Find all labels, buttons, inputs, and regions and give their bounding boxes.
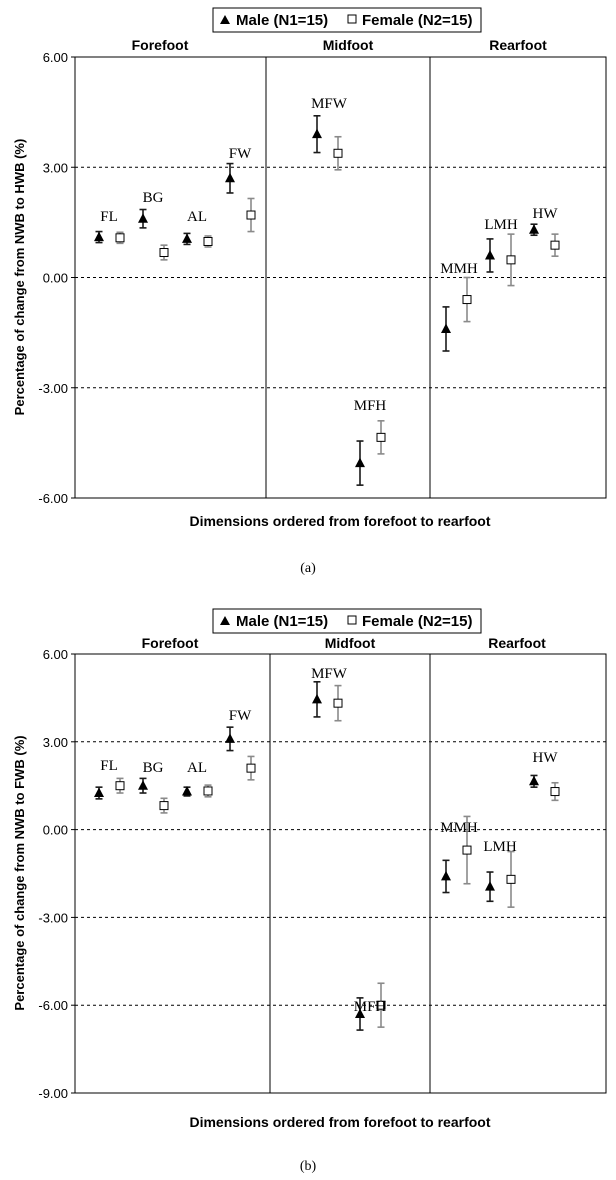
region-label-forefoot: Forefoot (132, 37, 189, 53)
data-point-male-mfw (312, 128, 322, 139)
panel-label: (a) (300, 561, 316, 576)
category-label-bg: BG (143, 190, 164, 206)
data-marks (94, 681, 560, 1031)
y-tick-label: -9.00 (38, 1086, 68, 1101)
gridlines (75, 166, 606, 389)
legend-b: Male (N1=15) Female (N2=15) (212, 608, 482, 634)
data-point-male-mfh (355, 1008, 365, 1018)
data-point-male-hw (529, 224, 539, 234)
y-tick-label: -3.00 (38, 910, 68, 925)
region-label-forefoot: Forefoot (142, 635, 199, 651)
x-axis-label: Dimensions ordered from forefoot to rear… (189, 1114, 490, 1130)
legend-male-marker (220, 15, 230, 24)
data-point-male-hw (529, 775, 539, 786)
legend-female-label: Female (N2=15) (362, 613, 472, 630)
category-label-bg: BG (143, 760, 164, 776)
data-point-female-lmh (506, 255, 516, 265)
data-point-female-fw (246, 763, 256, 773)
legend-male-marker (220, 616, 230, 625)
legend-box (212, 7, 482, 33)
data-point-female-mmh (462, 845, 472, 855)
legend-male-label: Male (N1=15) (236, 12, 328, 29)
y-tick-labels: -9.00 -6.00 -3.00 0.00 3.00 6.00 (38, 647, 75, 1101)
data-point-male-mfh (355, 457, 365, 468)
data-point-male-bg (138, 213, 148, 223)
y-axis-label: Percentage of change from NWB to HWB (%) (12, 139, 27, 416)
data-point-female-hw (550, 240, 560, 250)
data-marks (94, 115, 560, 486)
region-label-rearfoot: Rearfoot (488, 635, 546, 651)
y-tick-label: -3.00 (38, 381, 68, 396)
data-point-female-fl (115, 781, 125, 791)
data-point-male-lmh (485, 249, 495, 260)
category-label-lmh: LMH (483, 839, 517, 855)
category-label-mfw: MFW (311, 666, 348, 682)
data-point-male-fw (225, 733, 235, 743)
data-point-female-hw (550, 787, 560, 797)
y-axis-label: Percentage of change from NWB to FWB (%) (12, 735, 27, 1010)
data-point-male-lmh (485, 881, 495, 891)
y-tick-label: 6.00 (43, 50, 68, 65)
category-label-al: AL (187, 209, 207, 225)
region-label-midfoot: Midfoot (325, 635, 376, 651)
legend-female-marker (347, 615, 357, 625)
data-point-male-fl (94, 787, 104, 798)
region-label-midfoot: Midfoot (323, 37, 374, 53)
panel-label: (b) (300, 1159, 317, 1174)
panel-a: Male (N1=15) Female (N2=15) Forefoot Mid… (12, 7, 607, 576)
data-point-female-mmh (462, 295, 472, 305)
data-point-female-al (203, 236, 213, 246)
data-point-male-mmh (441, 870, 451, 881)
category-label-fw: FW (229, 146, 252, 162)
data-point-male-mmh (441, 323, 451, 333)
category-label-fl: FL (100, 209, 118, 225)
data-point-female-bg (159, 248, 169, 258)
legend-male-label: Male (N1=15) (236, 613, 328, 630)
category-label-fl: FL (100, 758, 118, 774)
category-label-mfw: MFW (311, 96, 348, 112)
data-point-female-bg (159, 801, 169, 811)
y-tick-label: 3.00 (43, 160, 68, 175)
gridlines (75, 741, 606, 1006)
data-point-male-bg (138, 780, 148, 790)
data-point-female-mfh (376, 1000, 386, 1010)
data-point-female-lmh (506, 874, 516, 884)
data-point-male-al (182, 233, 192, 243)
data-point-male-mfw (312, 693, 322, 704)
data-point-female-mfw (333, 698, 343, 708)
data-point-female-fw (246, 210, 256, 220)
data-point-female-mfh (376, 432, 386, 442)
category-label-hw: HW (533, 750, 559, 766)
data-point-female-al (203, 786, 213, 796)
legend-female-label: Female (N2=15) (362, 12, 472, 29)
legend-female-marker (347, 14, 357, 24)
plot-area (74, 653, 607, 1094)
y-tick-label: 0.00 (43, 823, 68, 838)
data-point-male-al (182, 786, 192, 796)
y-tick-label: 3.00 (43, 735, 68, 750)
x-axis-label: Dimensions ordered from forefoot to rear… (189, 513, 490, 529)
category-label-mfh: MFH (354, 999, 387, 1015)
category-label-fw: FW (229, 708, 252, 724)
category-label-mmh: MMH (440, 261, 478, 277)
y-tick-labels: -6.00 -3.00 0.00 3.00 6.00 (38, 50, 75, 506)
legend-a: Male (N1=15) Female (N2=15) (212, 7, 482, 33)
y-tick-label: -6.00 (38, 491, 68, 506)
data-point-male-fl (94, 231, 104, 242)
data-point-female-fl (115, 233, 125, 243)
category-label-hw: HW (533, 206, 559, 222)
category-label-mmh: MMH (440, 820, 478, 836)
y-tick-label: 6.00 (43, 647, 68, 662)
category-label-al: AL (187, 760, 207, 776)
region-label-rearfoot: Rearfoot (489, 37, 547, 53)
data-point-male-fw (225, 172, 235, 183)
legend-box (212, 608, 482, 634)
y-tick-label: -6.00 (38, 998, 68, 1013)
category-label-mfh: MFH (354, 398, 387, 414)
y-tick-label: 0.00 (43, 271, 68, 286)
category-label-lmh: LMH (484, 217, 518, 233)
panel-b: Male (N1=15) Female (N2=15) Forefoot Mid… (12, 608, 607, 1174)
data-point-female-mfw (333, 148, 343, 158)
